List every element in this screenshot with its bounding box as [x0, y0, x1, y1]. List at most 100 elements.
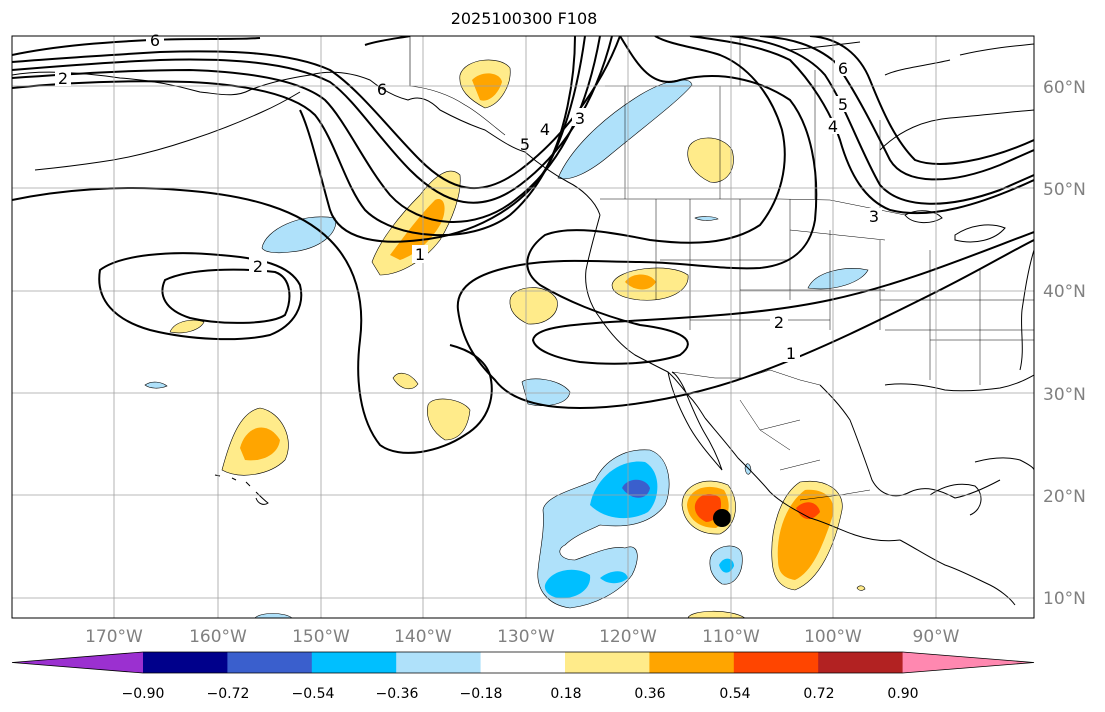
arctic-islands: [789, 41, 1034, 76]
colorbar-segment: [565, 652, 650, 673]
height-contours: [12, 36, 1034, 454]
contour-line: [526, 36, 1034, 365]
coastlines: [12, 36, 1034, 606]
colorbar-tick: 0.72: [803, 686, 834, 702]
lon-label: 100°W: [804, 627, 862, 647]
anomaly-fill: [144, 59, 869, 618]
contour-line: [12, 36, 621, 190]
colorbar-tick: 0.18: [550, 686, 581, 702]
contour-line: [12, 36, 586, 237]
lat-label: 50°N: [1043, 180, 1086, 200]
lon-label: 110°W: [702, 627, 760, 647]
longitude-labels: 170°W 160°W 150°W 140°W 130°W 120°W 110°…: [85, 627, 960, 647]
positive-anomaly: [392, 372, 419, 390]
positive-anomaly: [796, 502, 820, 520]
alaska-canada-border: [409, 36, 506, 136]
contour-label: 3: [575, 109, 585, 128]
lon-label: 170°W: [85, 627, 143, 647]
colorbar-segment: [649, 652, 735, 673]
lon-label: 140°W: [394, 627, 452, 647]
graticule: [12, 36, 1034, 618]
lat-label: 10°N: [1043, 589, 1086, 609]
baja-california: [667, 371, 723, 471]
contour-label: 4: [540, 120, 550, 139]
gulf-coast: [819, 374, 1034, 499]
colorbar-tick: −0.54: [292, 686, 335, 702]
positive-anomaly: [169, 319, 205, 334]
negative-anomaly: [807, 268, 869, 290]
yucatan-coast: [929, 483, 982, 516]
lat-label: 60°N: [1043, 78, 1086, 98]
negative-anomaly: [521, 378, 571, 406]
central-america-coast: [899, 539, 1016, 606]
us-canada-border: [600, 198, 906, 216]
contour-label: 6: [838, 59, 848, 78]
colorbar-tick: −0.36: [376, 686, 419, 702]
colorbar-tick-labels: −0.90 −0.72 −0.54 −0.36 −0.18 0.18 0.36 …: [122, 686, 919, 702]
contour-label: 2: [58, 69, 68, 88]
map-frame: [11, 35, 1035, 619]
us-east-coast: [1019, 249, 1034, 371]
contour-label: 3: [869, 207, 879, 226]
negative-anomaly: [694, 216, 719, 221]
colorbar-extend-max: [902, 652, 1034, 673]
map-title: 2025100300 F108: [450, 9, 598, 28]
alaska-coast: [12, 71, 601, 216]
positive-anomaly: [856, 585, 866, 591]
state-lines: [655, 199, 1034, 385]
contour-label: 6: [377, 80, 387, 99]
negative-anomaly: [622, 479, 650, 498]
positive-anomaly: [472, 73, 502, 101]
contour-line: [809, 36, 1034, 165]
lat-label: 20°N: [1043, 487, 1086, 507]
colorbar-tick: 0.90: [887, 686, 918, 702]
us-west-coast: [585, 214, 706, 419]
colorbar-segments: [11, 651, 1035, 674]
colorbar-segment: [396, 652, 482, 673]
contour-line: [299, 36, 576, 243]
positive-anomaly: [509, 287, 558, 325]
positive-anomaly: [687, 137, 734, 183]
lon-label: 130°W: [497, 627, 555, 647]
colorbar-segment: [818, 652, 904, 673]
lon-label: 160°W: [189, 627, 247, 647]
colorbar-extend-min: [12, 652, 143, 673]
lon-label: 120°W: [599, 627, 657, 647]
map-field: [12, 36, 1034, 618]
colorbar-tick: 0.36: [634, 686, 665, 702]
colorbar-segment: [480, 652, 566, 673]
negative-anomaly: [144, 381, 168, 389]
colorbar-tick: −0.18: [460, 686, 503, 702]
contour-line: [98, 252, 303, 341]
contour-line: [729, 36, 1034, 205]
contour-line: [12, 36, 613, 204]
contour-label: 1: [415, 245, 425, 264]
mexico-states: [739, 399, 871, 501]
aleutian-islands: [34, 91, 301, 171]
colorbar-outline: [11, 651, 1035, 674]
positive-anomaly: [390, 199, 445, 260]
colorbar-segment: [143, 652, 228, 673]
lon-label: 90°W: [913, 627, 960, 647]
contour-label: 4: [828, 117, 838, 136]
lat-label: 40°N: [1043, 282, 1086, 302]
contour-line: [364, 36, 411, 46]
hawaii-islands: [214, 474, 269, 505]
colorbar: −0.90 −0.72 −0.54 −0.36 −0.18 0.18 0.36 …: [11, 651, 1035, 702]
positive-anomaly: [687, 610, 746, 618]
mexico-west-coast: [704, 417, 901, 542]
contour-label: 2: [253, 257, 263, 276]
colorbar-segment: [227, 652, 313, 673]
positive-anomaly: [625, 274, 656, 290]
contour-label: 6: [150, 31, 160, 50]
positive-anomaly: [427, 398, 471, 441]
canada-provinces: [605, 36, 881, 210]
negative-anomaly: [600, 571, 628, 584]
contour-line: [689, 36, 1034, 215]
negative-anomaly: [261, 216, 337, 254]
colorbar-tick: −0.90: [122, 686, 165, 702]
contour-label: 1: [786, 344, 796, 363]
contour-label: 5: [520, 135, 530, 154]
contour-line: [759, 36, 1034, 181]
contour-labels: 6 2 5 4 3 6 6 5 4 3 2 1 2 1: [55, 31, 882, 363]
